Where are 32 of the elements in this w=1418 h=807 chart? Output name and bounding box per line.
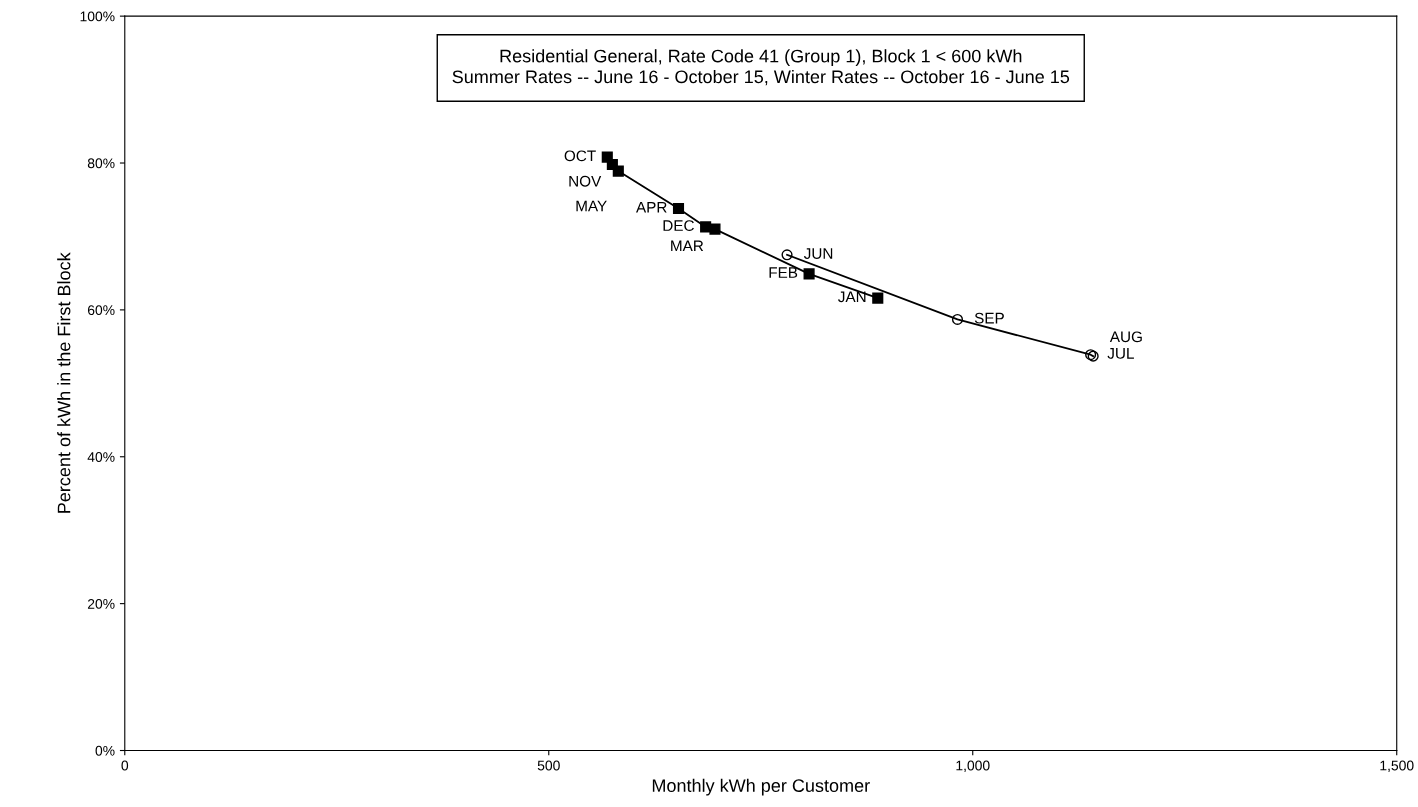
- y-axis-title: Percent of kWh in the First Block: [57, 252, 71, 513]
- data-label: JUN: [803, 248, 833, 259]
- data-label: NOV: [569, 175, 602, 187]
- y-tick-label: 0%: [95, 745, 115, 756]
- data-label: MAY: [576, 200, 607, 212]
- y-tick-label: 60%: [87, 305, 115, 316]
- y-tick-label: 100%: [80, 11, 115, 22]
- y-tick-label: 40%: [87, 452, 115, 462]
- point: [872, 292, 884, 304]
- data-label: OCT: [564, 150, 596, 162]
- point: [781, 249, 793, 261]
- point: [803, 268, 815, 280]
- x-tick-label: 1,000: [956, 760, 990, 773]
- x-tick-label: 0: [121, 760, 129, 771]
- x-tick-label: 1,500: [1380, 760, 1414, 773]
- point: [951, 313, 964, 325]
- data-label: JAN: [838, 291, 866, 303]
- text: Residential General, Rate Code 41 (Group 1), Block 1 < 600 kWh Summer Rates -- June 16 - October 15, Winter Rates -- October 16 - June 15: [452, 49, 1070, 86]
- y-tick-label: 20%: [87, 598, 115, 609]
- data-label: FEB: [769, 267, 798, 278]
- data-label: AUG: [1109, 331, 1142, 343]
- x-axis-title: Monthly kWh per Customer: [652, 778, 870, 796]
- data-label: MAR: [671, 240, 704, 252]
- data-label: JUL: [1107, 348, 1134, 359]
- point: [672, 202, 685, 215]
- point: [709, 223, 721, 235]
- data-label: APR: [636, 201, 667, 213]
- data-label: DEC: [663, 220, 694, 232]
- point: [612, 165, 624, 177]
- x-tick-label: 500: [537, 760, 560, 771]
- data-label: SEP: [974, 312, 1004, 324]
- y-tick-label: 80%: [87, 158, 115, 169]
